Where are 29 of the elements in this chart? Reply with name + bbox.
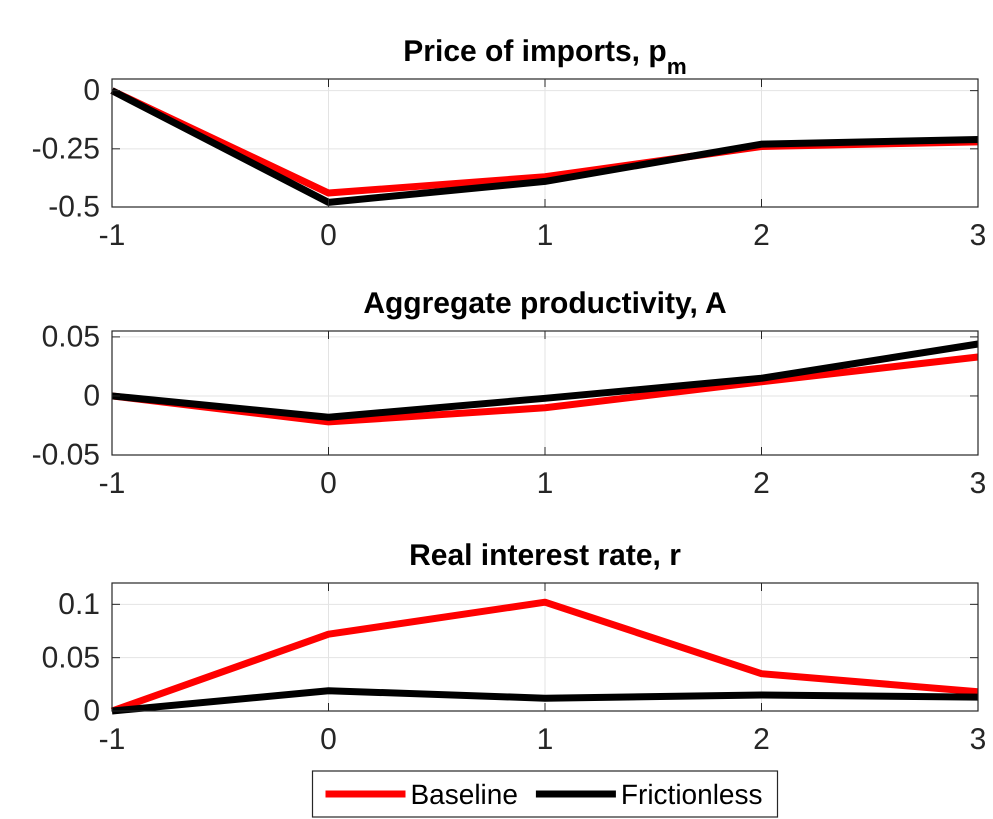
y-tick-label: -0.5 — [48, 190, 100, 224]
y-tick-label: 0 — [83, 694, 100, 728]
legend-label: Frictionless — [620, 778, 762, 810]
x-tick-label: 0 — [320, 467, 337, 500]
chart-title: Price of imports, p$_{m}$ — [403, 35, 687, 78]
x-tick-label: -1 — [98, 467, 126, 500]
x-tick-label: 3 — [970, 723, 986, 756]
x-tick-label: 1 — [536, 467, 554, 500]
x-tick-label: 0 — [320, 219, 337, 252]
y-tick-label: 0.05 — [42, 320, 100, 354]
x-tick-label: 3 — [970, 219, 986, 252]
x-tick-label: 0 — [320, 723, 337, 756]
chart-title: Real interest rate, r — [409, 539, 682, 572]
y-tick-label: 0 — [83, 380, 100, 413]
x-tick-label: 1 — [536, 723, 554, 756]
x-tick-label: -1 — [98, 219, 126, 252]
x-tick-label: 1 — [536, 219, 554, 252]
x-tick-label: 2 — [753, 467, 770, 500]
x-tick-label: -1 — [98, 723, 126, 756]
y-tick-label: 0.05 — [42, 641, 100, 674]
x-tick-label: 2 — [753, 219, 770, 252]
y-tick-label: 0.1 — [58, 588, 100, 621]
x-tick-label: 3 — [970, 467, 986, 500]
chart-title: Aggregate productivity, A — [363, 287, 727, 320]
x-tick-label: 2 — [753, 723, 770, 756]
y-tick-label: -0.25 — [32, 132, 100, 166]
y-tick-label: 0 — [83, 74, 100, 108]
legend-label: Baseline — [410, 778, 518, 810]
y-tick-label: -0.05 — [32, 438, 100, 472]
